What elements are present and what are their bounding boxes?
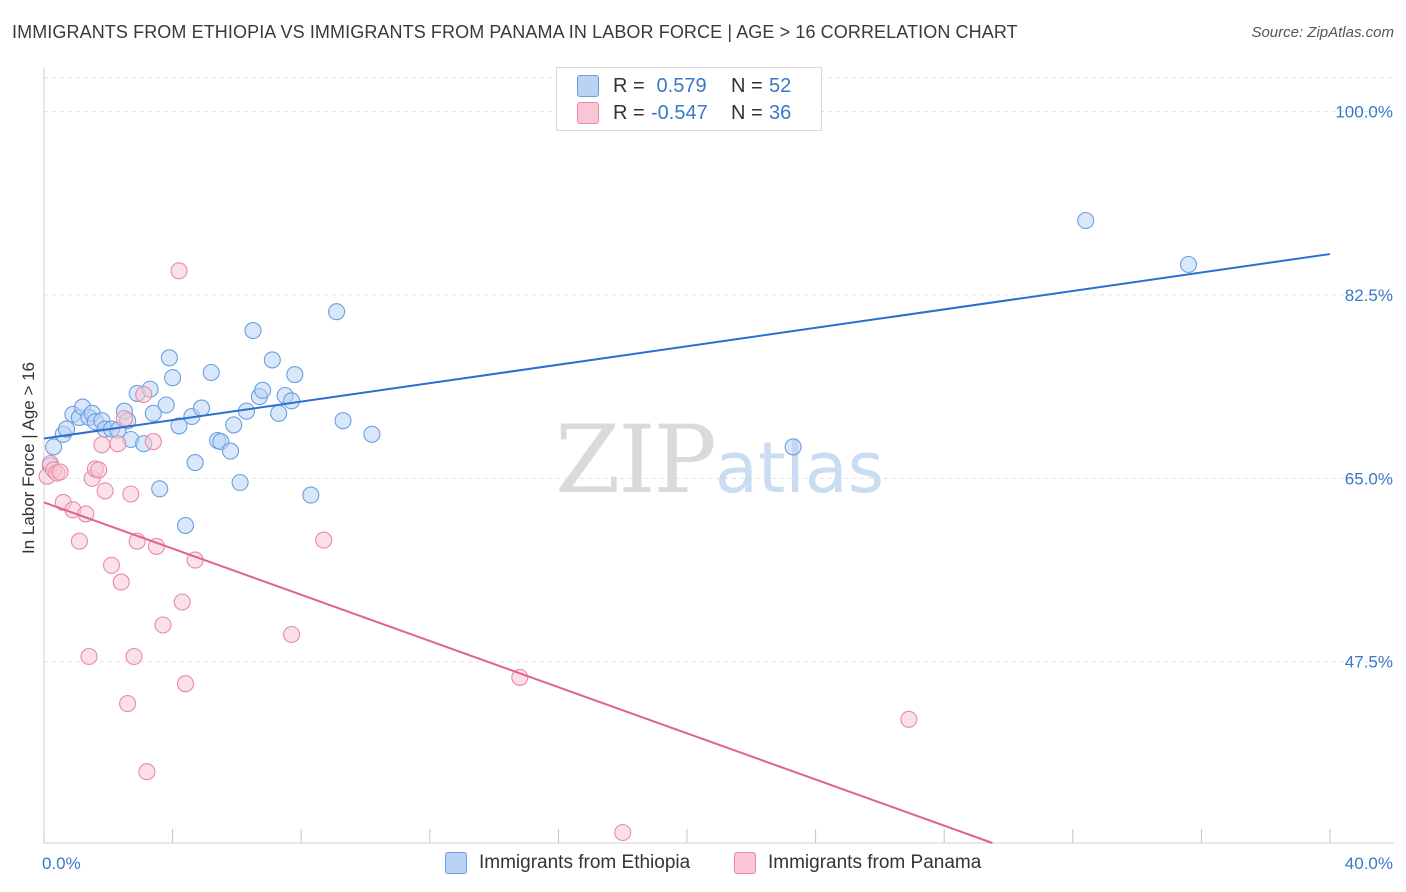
legend-item-ethiopia[interactable]: Immigrants from Ethiopia bbox=[445, 852, 690, 874]
legend-swatch-ethiopia bbox=[577, 75, 599, 97]
r-value: 0.579 bbox=[651, 74, 707, 97]
ethiopia-point bbox=[192, 399, 211, 417]
ethiopia-point bbox=[1077, 211, 1095, 230]
y-tick-label: 47.5% bbox=[1345, 653, 1393, 672]
panama-trend-line bbox=[43, 501, 993, 844]
panama-point bbox=[173, 593, 191, 611]
y-axis-label: In Labor Force | Age > 16 bbox=[19, 362, 38, 554]
panama-point bbox=[90, 461, 108, 479]
y-tick-label: 65.0% bbox=[1345, 469, 1393, 488]
panama-point bbox=[170, 262, 188, 280]
panama-point bbox=[138, 763, 156, 781]
ethiopia-point bbox=[328, 303, 346, 321]
ethiopia-point bbox=[784, 438, 802, 456]
legend-swatch-panama bbox=[577, 102, 599, 124]
r-label: R = bbox=[613, 101, 645, 124]
legend-row-panama: R = -0.547 N = 36 bbox=[577, 100, 791, 126]
legend-label-panama: Immigrants from Panama bbox=[768, 852, 982, 873]
ethiopia-point bbox=[57, 420, 76, 438]
ethiopia-point bbox=[151, 480, 169, 498]
panama-point bbox=[315, 531, 333, 549]
ethiopia-point bbox=[186, 454, 204, 472]
panama-point bbox=[80, 647, 98, 666]
panama-point bbox=[109, 435, 127, 453]
legend-row-ethiopia: R = 0.579 N = 52 bbox=[577, 73, 791, 99]
panama-point bbox=[51, 463, 69, 481]
legend-swatch-ethiopia bbox=[445, 852, 467, 874]
chart-title: IMMIGRANTS FROM ETHIOPIA VS IMMIGRANTS F… bbox=[12, 22, 1018, 42]
x-tick-label: 0.0% bbox=[42, 854, 81, 873]
ethiopia-point bbox=[176, 516, 195, 535]
panama-point bbox=[122, 485, 140, 503]
correlation-legend: R = 0.579 N = 52 R = -0.547 N = 36 bbox=[556, 67, 822, 131]
series-legend: Immigrants from Ethiopia Immigrants from… bbox=[0, 852, 1406, 878]
ethiopia-point bbox=[270, 404, 288, 422]
panama-point bbox=[112, 573, 130, 591]
ethiopia-point bbox=[263, 351, 281, 369]
panama-point bbox=[154, 616, 172, 634]
n-label: N = bbox=[731, 74, 763, 97]
tick-label-layer: 100.0% 82.5% 65.0% 47.5% 0.0% 40.0% bbox=[42, 103, 1393, 873]
panama-point bbox=[125, 647, 143, 666]
ethiopia-point bbox=[244, 322, 262, 340]
ethiopia-point bbox=[164, 369, 182, 387]
panama-point bbox=[93, 436, 111, 454]
panama-point bbox=[102, 556, 121, 574]
y-tick-label: 82.5% bbox=[1345, 286, 1393, 305]
ethiopia-point bbox=[170, 417, 188, 435]
ethiopia-point bbox=[286, 366, 304, 384]
ethiopia-point bbox=[144, 404, 162, 422]
ethiopia-point bbox=[160, 349, 178, 367]
ethiopia-point bbox=[1179, 255, 1198, 274]
r-label: R = bbox=[613, 74, 645, 97]
ethiopia-point bbox=[231, 473, 249, 492]
panama-point bbox=[511, 668, 529, 686]
point-layer bbox=[38, 211, 1198, 842]
ethiopia-point bbox=[221, 442, 240, 460]
ethiopia-point bbox=[334, 412, 352, 430]
panama-point bbox=[135, 385, 153, 404]
ethiopia-point bbox=[302, 486, 320, 504]
panama-point bbox=[176, 675, 195, 693]
n-label: N = bbox=[731, 101, 763, 124]
ethiopia-point bbox=[254, 381, 272, 399]
ethiopia-point bbox=[45, 438, 63, 456]
axis-layer bbox=[43, 68, 1394, 844]
ethiopia-point bbox=[202, 363, 220, 382]
n-value: 36 bbox=[769, 101, 792, 124]
ethiopia-point bbox=[283, 392, 301, 410]
trend-layer bbox=[43, 253, 1331, 844]
r-value: -0.547 bbox=[651, 101, 708, 124]
ethiopia-point bbox=[363, 425, 381, 443]
watermark-atlas: atlas bbox=[715, 427, 884, 509]
panama-point bbox=[614, 823, 632, 842]
panama-point bbox=[144, 433, 162, 451]
n-value: 52 bbox=[769, 74, 792, 97]
source-label: Source: ZipAtlas.com bbox=[1251, 24, 1394, 41]
panama-point bbox=[283, 625, 301, 644]
panama-point bbox=[119, 695, 137, 713]
y-tick-label: 100.0% bbox=[1335, 103, 1393, 122]
watermark: ZIP atlas bbox=[555, 406, 884, 515]
panama-point bbox=[70, 532, 88, 550]
legend-item-panama[interactable]: Immigrants from Panama bbox=[734, 852, 981, 874]
legend-swatch-panama bbox=[734, 852, 756, 874]
panama-point bbox=[900, 710, 918, 728]
ethiopia-point bbox=[157, 396, 175, 414]
panama-point bbox=[96, 482, 114, 500]
legend-label-ethiopia: Immigrants from Ethiopia bbox=[479, 852, 691, 873]
ethiopia-trend-line bbox=[43, 253, 1331, 440]
ethiopia-point bbox=[225, 416, 243, 434]
x-tick-label: 40.0% bbox=[1345, 854, 1393, 873]
panama-point bbox=[115, 410, 133, 428]
watermark-zip: ZIP bbox=[555, 406, 715, 515]
